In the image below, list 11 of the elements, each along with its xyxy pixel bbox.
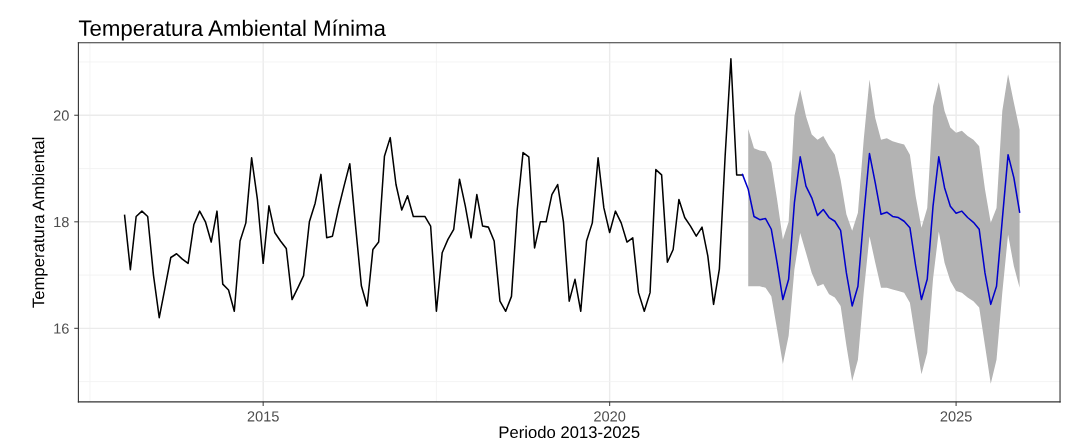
line-series	[741, 152, 1021, 307]
y-tick-label: 16	[54, 323, 69, 334]
y-tick-label: 18	[54, 216, 69, 228]
x-tick-label: 2025	[940, 411, 972, 422]
x-axis-title: Periodo 2013-2025	[499, 425, 640, 439]
y-tick-label: 20	[53, 110, 69, 121]
x-tick-label: 2015	[247, 411, 279, 422]
x-tick-label: 2020	[594, 411, 626, 422]
line-series	[123, 58, 744, 319]
y-axis-title: Temperatura Ambiental	[32, 137, 48, 308]
chart-title: Temperatura Ambiental Mínima	[78, 19, 386, 41]
